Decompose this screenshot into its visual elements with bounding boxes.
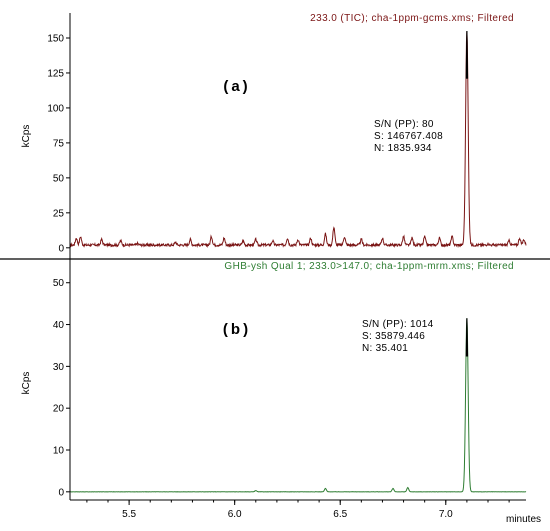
panel-a-trace <box>69 31 527 249</box>
panel-b-y-ticks: 0 10 20 30 40 50 <box>53 278 70 498</box>
panel-b-y-tick-label: 10 <box>53 446 65 457</box>
panel-a-y-tick-label: 0 <box>58 243 64 254</box>
panel-b-ylabel: kCps <box>21 372 32 395</box>
panel-a-label: (a) <box>223 78 250 95</box>
panel-a: 233.0 (TIC); cha-1ppm-gcms.xms; Filtered… <box>21 13 527 254</box>
panel-a-sn: S/N (PP): 80 <box>374 119 434 130</box>
panel-b-title: GHB-ysh Qual 1; 233.0>147.0; cha-1ppm-mr… <box>224 261 514 272</box>
panel-b-sn: S/N (PP): 1014 <box>362 319 434 330</box>
panel-a-noise: N: 1835.934 <box>374 143 432 154</box>
panel-a-peak-apex <box>465 30 469 79</box>
panel-b-noise: N: 35.401 <box>362 343 408 354</box>
panel-b-y-tick-label: 0 <box>58 487 64 498</box>
panel-a-y-tick-label: 25 <box>53 208 65 219</box>
panel-a-y-tick-label: 50 <box>53 173 65 184</box>
panel-a-ylabel: kCps <box>21 125 32 148</box>
panel-b-y-tick-label: 30 <box>53 362 65 373</box>
panel-a-y-tick-label: 150 <box>47 33 64 44</box>
panel-a-signal: S: 146767.408 <box>374 131 443 142</box>
panel-b-label: (b) <box>223 321 251 338</box>
x-tick-label: 5.5 <box>122 509 136 520</box>
panel-b-y-tick-label: 50 <box>53 278 65 289</box>
panel-b-y-tick-label: 40 <box>53 320 65 331</box>
panel-a-y-tick-label: 125 <box>47 68 64 79</box>
x-axis-ticks: 5.5 6.0 6.5 7.0 <box>86 500 510 520</box>
panel-b-peak-apex <box>465 318 469 357</box>
x-tick-label: 7.0 <box>439 509 453 520</box>
panel-a-y-tick-label: 100 <box>47 103 64 114</box>
panel-a-title: 233.0 (TIC); cha-1ppm-gcms.xms; Filtered <box>310 13 514 24</box>
x-axis-label: minutes <box>506 514 541 525</box>
panel-b: GHB-ysh Qual 1; 233.0>147.0; cha-1ppm-mr… <box>21 261 527 498</box>
x-tick-label: 6.5 <box>333 509 347 520</box>
panel-b-trace <box>69 318 527 493</box>
panel-b-y-tick-label: 20 <box>53 404 65 415</box>
x-tick-label: 6.0 <box>228 509 242 520</box>
panel-a-y-tick-label: 75 <box>53 138 65 149</box>
panel-a-y-ticks: 0 25 50 75 100 125 150 <box>47 33 70 254</box>
panel-b-signal: S: 35879.446 <box>362 331 425 342</box>
